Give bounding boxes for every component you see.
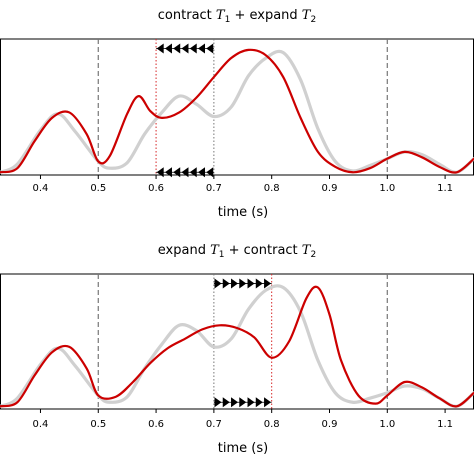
title-subscript: 1 [219, 250, 225, 260]
panel-1: contract T1 + expand T20.4 0.5 0.6 0.7 0.8 0.… [0, 8, 474, 220]
title-subscript: 1 [225, 15, 231, 25]
title-text: expand [158, 243, 210, 258]
title-text: contract [158, 8, 216, 23]
title-variable: T [302, 243, 312, 258]
x-tick-label: 0.9 [322, 419, 338, 430]
x-axis-label: time (s) [218, 205, 268, 220]
x-tick-label: 0.5 [90, 419, 106, 430]
x-tick-label: 0.7 [206, 183, 222, 194]
x-tick-label: 1.1 [437, 419, 453, 430]
title-text: + contract [225, 243, 302, 258]
title-subscript: 2 [310, 15, 316, 25]
title-text: + expand [230, 8, 301, 23]
series-line-original [0, 49, 474, 174]
x-tick-label: 0.8 [264, 419, 280, 430]
x-tick-label: 0.8 [264, 183, 280, 194]
x-tick-label: 0.7 [206, 419, 222, 430]
x-tick-label: 0.6 [148, 419, 164, 430]
series-line-warped [0, 48, 474, 174]
plot-area [0, 48, 474, 174]
title-variable: T [210, 243, 220, 258]
title-subscript: 2 [310, 250, 316, 260]
panel-2: expand T1 + contract T20.4 0.5 0.6 0.7 0.8 0.… [0, 243, 474, 456]
series-line-warped [0, 285, 474, 408]
x-tick-label: 0.4 [33, 419, 49, 430]
plot-area [0, 284, 474, 408]
x-tick-label: 1.0 [379, 183, 395, 194]
chart-title: contract T1 + expand T2 [158, 8, 316, 25]
x-tick-label: 0.9 [322, 183, 338, 194]
title-variable: T [302, 8, 312, 23]
x-tick-label: 0.6 [148, 183, 164, 194]
x-tick-label: 1.0 [379, 419, 395, 430]
x-tick-label: 0.5 [90, 183, 106, 194]
title-variable: T [216, 8, 226, 23]
chart-title: expand T1 + contract T2 [158, 243, 316, 260]
x-tick-label: 0.4 [33, 183, 49, 194]
x-axis-label: time (s) [218, 441, 268, 456]
x-tick-label: 1.1 [437, 183, 453, 194]
series-line-original [0, 284, 474, 408]
